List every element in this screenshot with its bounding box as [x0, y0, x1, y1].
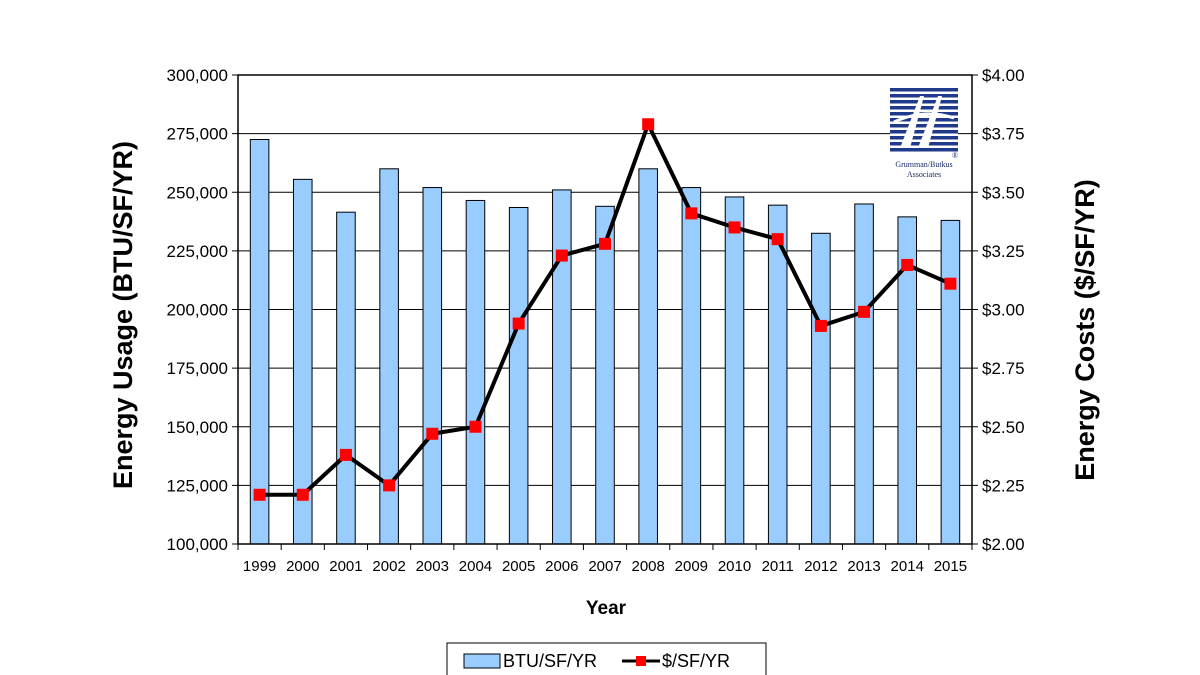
legend-swatch-btu [463, 653, 501, 669]
cost-marker [296, 488, 309, 501]
y-left-tick-label: 200,000 [167, 301, 228, 320]
y-right-tick-label: $2.25 [982, 476, 1025, 495]
cost-marker [642, 118, 655, 131]
y-axis-left: 100,000 125,000 150,000 175,000 200,000 225,0… [167, 66, 238, 554]
bar-series-btu [249, 138, 961, 545]
cost-marker [814, 319, 827, 332]
x-tick-label: 2005 [502, 558, 535, 575]
y-axis-right: $2.00 $2.25 $2.50 $2.75 $3.00 $3.25 $3.50 $3.75… [972, 66, 1025, 554]
x-tick-label: 2010 [718, 558, 751, 575]
logo-stripe [890, 88, 958, 92]
bar [249, 138, 270, 545]
logo-stripe [890, 124, 958, 128]
x-axis-title: Year [586, 598, 627, 619]
company-logo: ® Grumman/Butkus Associates [890, 88, 958, 179]
cost-marker [555, 249, 568, 262]
x-tick-label: 2002 [372, 558, 405, 575]
logo-name-line2: Associates [907, 170, 941, 179]
cost-marker [469, 420, 482, 433]
logo-stripe [890, 148, 958, 152]
logo-stripe [890, 130, 958, 134]
x-tick-label: 2015 [934, 558, 967, 575]
x-tick-label: 2006 [545, 558, 578, 575]
cost-marker [339, 448, 352, 461]
cost-marker [685, 207, 698, 220]
bar [811, 232, 831, 545]
x-tick-label: 2013 [847, 558, 880, 575]
y-right-tick-label: $2.00 [982, 535, 1025, 554]
legend-marker-cost [636, 656, 646, 666]
y-right-tick-label: $3.00 [982, 301, 1025, 320]
y-left-tick-label: 175,000 [167, 359, 228, 378]
legend: BTU/SF/YR $/SF/YR [446, 642, 767, 675]
bar [681, 187, 702, 545]
x-tick-label: 2001 [329, 558, 362, 575]
y-axis-left-title: Energy Usage (BTU/SF/YR) [108, 141, 138, 489]
line-series-cost [253, 118, 957, 501]
cost-marker [858, 305, 871, 318]
y-left-tick-label: 225,000 [167, 242, 228, 261]
x-tick-label: 2007 [588, 558, 621, 575]
logo-name-line1: Grumman/Butkus [895, 160, 952, 169]
y-right-tick-label: $4.00 [982, 66, 1025, 85]
cost-marker [901, 258, 914, 271]
y-right-tick-label: $2.75 [982, 359, 1025, 378]
cost-marker [512, 317, 525, 330]
x-tick-label: 1999 [243, 558, 276, 575]
x-tick-label: 2004 [459, 558, 492, 575]
bar [854, 203, 874, 545]
x-tick-label: 2012 [804, 558, 837, 575]
y-left-tick-label: 300,000 [167, 66, 228, 85]
cost-marker [728, 221, 741, 234]
y-left-tick-label: 275,000 [167, 125, 228, 144]
cost-marker [383, 479, 396, 492]
logo-registered-mark: ® [952, 151, 958, 160]
logo-stripe [890, 118, 958, 122]
x-tick-label: 2009 [675, 558, 708, 575]
y-left-tick-label: 150,000 [167, 418, 228, 437]
logo-stripe [890, 106, 958, 110]
legend-label-cost: $/SF/YR [662, 651, 730, 671]
x-axis: 1999 2000 2001 2002 2003 2004 2005 2006 2007 2008… [237, 544, 973, 575]
cost-marker [599, 237, 611, 250]
cost-marker [426, 427, 439, 440]
bar [336, 211, 356, 545]
y-left-tick-label: 125,000 [167, 476, 228, 495]
cost-marker [253, 488, 266, 501]
bar [422, 187, 443, 545]
logo-mark [890, 88, 958, 152]
y-axis-right-title: Energy Costs ($/SF/YR) [1070, 179, 1100, 481]
x-tick-label: 2003 [416, 558, 449, 575]
y-right-tick-label: $3.50 [982, 183, 1025, 202]
bar [508, 206, 529, 545]
bar [724, 196, 745, 545]
y-left-tick-label: 100,000 [167, 535, 228, 554]
x-tick-label: 2008 [631, 558, 664, 575]
legend-label-btu: BTU/SF/YR [503, 651, 597, 671]
bar [940, 219, 961, 545]
bar [465, 199, 486, 545]
bar [552, 189, 572, 545]
cost-marker [771, 233, 784, 246]
x-tick-label: 2011 [762, 558, 794, 575]
bar [638, 168, 658, 545]
logo-stripe [890, 100, 958, 104]
x-tick-label: 2014 [891, 558, 924, 575]
y-left-tick-label: 250,000 [167, 183, 228, 202]
bar [595, 205, 615, 545]
y-right-tick-label: $3.25 [982, 242, 1025, 261]
logo-stripe [890, 94, 958, 98]
y-right-tick-label: $2.50 [982, 418, 1025, 437]
y-right-tick-label: $3.75 [982, 125, 1025, 144]
cost-marker [944, 277, 957, 290]
x-tick-label: 2000 [286, 558, 319, 575]
